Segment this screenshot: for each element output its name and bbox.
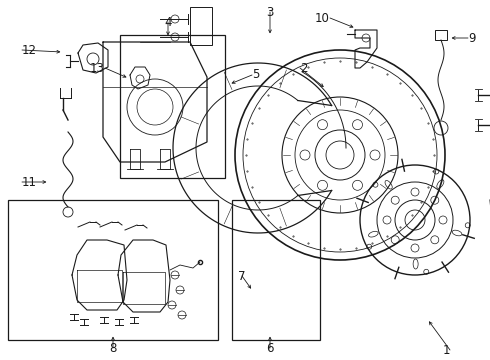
Text: 6: 6 [266, 342, 274, 355]
Bar [190, 7, 212, 45]
Text: 12: 12 [22, 44, 37, 57]
Text: 3: 3 [266, 5, 274, 18]
Text: 2: 2 [300, 62, 308, 75]
Bar [120, 35, 225, 178]
Text: 7: 7 [238, 270, 246, 283]
Bar [8, 200, 218, 340]
Text: 5: 5 [252, 68, 259, 81]
Text: 10: 10 [315, 12, 330, 24]
Text: 9: 9 [468, 31, 475, 45]
Text: 4: 4 [164, 15, 172, 28]
Bar [435, 30, 447, 40]
Text: 1: 1 [442, 343, 450, 356]
Text: 13: 13 [90, 62, 105, 75]
Text: 11: 11 [22, 175, 37, 189]
Bar [232, 200, 320, 340]
Text: 8: 8 [109, 342, 117, 355]
